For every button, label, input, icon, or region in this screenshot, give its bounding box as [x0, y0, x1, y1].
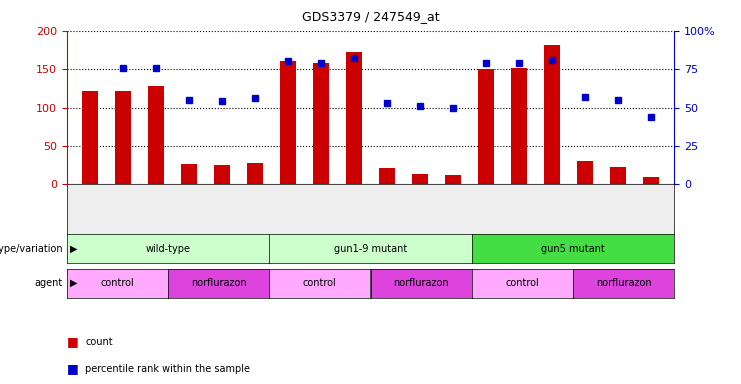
Bar — [213, 165, 230, 184]
Text: ■: ■ — [67, 362, 79, 375]
Text: norflurazon: norflurazon — [190, 278, 247, 288]
Text: genotype/variation: genotype/variation — [0, 243, 63, 254]
Bar — [577, 161, 594, 184]
Text: control: control — [303, 278, 336, 288]
Bar — [544, 45, 560, 184]
Text: GDS3379 / 247549_at: GDS3379 / 247549_at — [302, 10, 439, 23]
Text: norflurazon: norflurazon — [393, 278, 449, 288]
Text: percentile rank within the sample: percentile rank within the sample — [85, 364, 250, 374]
Text: control: control — [101, 278, 134, 288]
Bar — [181, 164, 197, 184]
Bar — [115, 91, 131, 184]
Text: ■: ■ — [67, 335, 79, 348]
Bar — [346, 52, 362, 184]
Bar — [82, 91, 98, 184]
Text: agent: agent — [35, 278, 63, 288]
Bar — [478, 69, 494, 184]
Text: control: control — [505, 278, 539, 288]
Bar — [279, 61, 296, 184]
Text: gun1-9 mutant: gun1-9 mutant — [334, 243, 407, 254]
Text: gun5 mutant: gun5 mutant — [541, 243, 605, 254]
Text: count: count — [85, 337, 113, 347]
Bar — [643, 177, 659, 184]
Bar — [379, 168, 395, 184]
Text: ▶: ▶ — [70, 278, 78, 288]
Bar — [610, 167, 626, 184]
Text: wild-type: wild-type — [145, 243, 190, 254]
Bar — [445, 175, 462, 184]
Bar — [147, 86, 164, 184]
Text: norflurazon: norflurazon — [596, 278, 651, 288]
Bar — [247, 163, 263, 184]
Bar — [412, 174, 428, 184]
Bar — [511, 68, 528, 184]
Text: ▶: ▶ — [70, 243, 78, 254]
Bar — [313, 63, 329, 184]
